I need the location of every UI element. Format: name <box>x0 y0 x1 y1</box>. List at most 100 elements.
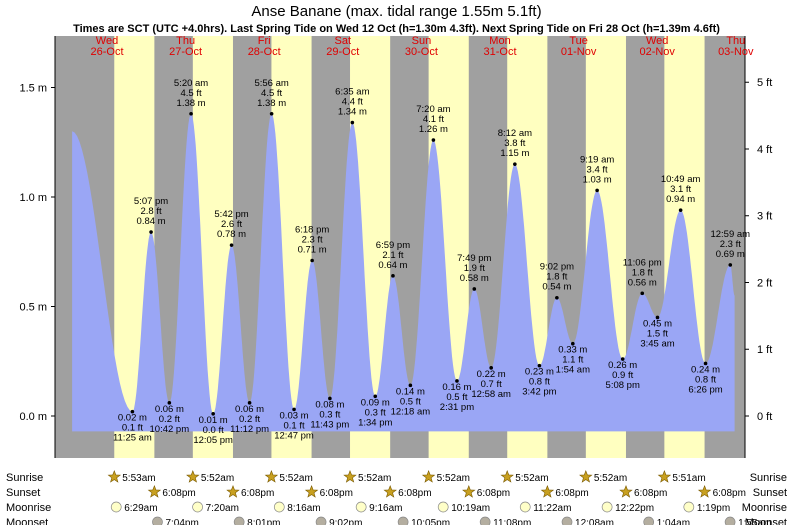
low-tide-label: 3:45 am <box>640 338 674 349</box>
y-tick-label-left: 0.5 m <box>19 302 47 314</box>
row-label-sunset-right: Sunset <box>753 487 787 499</box>
low-tide-label: 0.16 m <box>442 382 471 393</box>
day-name: Thu <box>176 35 195 47</box>
low-tide-point <box>455 379 459 383</box>
high-tide-label: 1.34 m <box>338 107 367 118</box>
tide-area <box>72 113 735 432</box>
high-tide-point <box>678 208 683 212</box>
high-tide-label: 4.4 ft <box>342 97 363 108</box>
sun-icon <box>697 484 712 498</box>
low-tide-point <box>292 407 296 412</box>
day-date: 31-Oct <box>483 46 516 58</box>
astro-time: 11:08pm <box>493 518 531 525</box>
sun-icon <box>421 469 436 483</box>
low-tide-label: 0.5 ft <box>400 396 421 407</box>
low-tide-label: 0.7 ft <box>481 379 502 390</box>
moon-icon <box>724 516 736 525</box>
astro-time: 11:22am <box>533 503 571 514</box>
high-tide-label: 7:20 am <box>416 104 450 115</box>
low-tide-label: 0.45 m <box>643 318 672 329</box>
astro-time: 12:08am <box>575 518 614 525</box>
day-date: 27-Oct <box>169 46 202 58</box>
high-tide-label: 9:02 pm <box>540 262 574 273</box>
low-tide-label: 6:26 pm <box>688 384 722 395</box>
astro-time: 6:08pm <box>555 488 588 499</box>
tide-curve <box>72 113 735 432</box>
high-tide-label: 3.8 ft <box>504 138 525 149</box>
astro-rows: Sunrise Sunrise 5:53am 5:52am 5:52am 5:52am 5:… <box>6 469 787 525</box>
high-tide-label: 5:42 pm <box>214 209 248 220</box>
low-tide-point <box>211 412 215 416</box>
high-tide-point <box>728 263 733 267</box>
high-tide-point <box>640 291 645 296</box>
low-tide-point <box>489 366 493 370</box>
low-tide-label: 0.08 m <box>315 399 344 410</box>
sun-icon <box>147 484 162 498</box>
low-tide-point <box>328 396 332 401</box>
row-label-moonset-right: Moonset <box>745 517 787 525</box>
astro-time: 12:22pm <box>615 503 654 514</box>
moon-icon <box>110 501 122 513</box>
astro-time: 6:08pm <box>634 488 667 499</box>
sun-icon <box>264 469 279 483</box>
low-tide-label: 1.1 ft <box>562 355 583 366</box>
sun-icon <box>186 469 200 483</box>
low-tide-label: 11:43 pm <box>310 419 349 430</box>
high-tide-label: 6:35 am <box>335 87 369 98</box>
low-tide-label: 0.03 m <box>280 410 309 421</box>
astro-time: 5:52am <box>201 473 234 484</box>
day-date: 02-Nov <box>639 46 675 58</box>
astro-time: 5:52am <box>437 473 470 484</box>
low-tide-label: 10:42 pm <box>150 424 190 435</box>
high-tide-label: 2.3 ft <box>720 239 741 250</box>
y-tick-label-right: 2 ft <box>757 277 772 289</box>
high-tide-label: 5:56 am <box>254 78 288 89</box>
low-tide-point <box>703 361 708 366</box>
y-tick-label-right: 3 ft <box>757 211 772 223</box>
high-tide-point <box>595 188 599 193</box>
low-tide-point <box>571 341 575 346</box>
sun-icon <box>579 469 593 483</box>
astro-time: 5:52am <box>594 473 627 484</box>
astro-time: 5:52am <box>515 473 548 484</box>
day-name: Thu <box>726 35 745 47</box>
low-tide-label: 2:31 pm <box>440 402 474 413</box>
astro-time: 1:04am <box>657 518 690 525</box>
low-tide-label: 0.26 m <box>608 360 637 371</box>
low-tide-label: 0.5 ft <box>446 392 467 403</box>
high-tide-label: 1.8 ft <box>632 267 653 278</box>
sun-icon <box>500 469 514 483</box>
row-label-moonrise: Moonrise <box>6 502 51 514</box>
high-tide-label: 1.03 m <box>583 174 612 185</box>
low-tide-label: 11:12 pm <box>230 424 269 435</box>
low-tide-label: 0.3 ft <box>319 409 340 420</box>
astro-time: 5:53am <box>122 473 155 484</box>
high-tide-label: 0.94 m <box>666 194 695 205</box>
high-tide-label: 1.26 m <box>419 124 448 135</box>
day-name: Mon <box>489 35 510 47</box>
high-tide-label: 4.5 ft <box>180 88 201 99</box>
low-tide-label: 5:08 pm <box>606 380 640 391</box>
row-label-moonset: Moonset <box>6 517 48 525</box>
y-tick-label-right: 5 ft <box>757 77 772 89</box>
high-tide-label: 3.1 ft <box>670 184 691 195</box>
moon-icon <box>479 516 491 525</box>
astro-time: 9:02pm <box>329 518 362 525</box>
high-tide-label: 2.8 ft <box>141 206 162 217</box>
day-name: Sun <box>412 35 432 47</box>
y-tick-label-left: 1.0 m <box>19 192 47 204</box>
sun-icon <box>540 484 555 498</box>
axes: 0.0 m 0.5 m 1.0 m 1.5 m 0 ft 1 ft 2 ft 3 ft 4 ft… <box>19 36 772 458</box>
low-tide-label: 1:54 am <box>556 365 590 376</box>
high-tide-label: 1.9 ft <box>464 263 485 274</box>
low-tide-label: 0.33 m <box>558 345 587 356</box>
high-tide-label: 6:18 pm <box>295 225 329 236</box>
high-tide-label: 9:19 am <box>580 154 614 165</box>
sun-icon <box>619 484 633 498</box>
low-tide-label: 12:47 pm <box>274 430 314 441</box>
moon-icon <box>152 516 163 525</box>
low-tide-label: 0.8 ft <box>529 377 550 388</box>
moon-icon <box>643 516 655 525</box>
low-tide-point <box>655 315 660 320</box>
sun-icon <box>107 469 122 483</box>
